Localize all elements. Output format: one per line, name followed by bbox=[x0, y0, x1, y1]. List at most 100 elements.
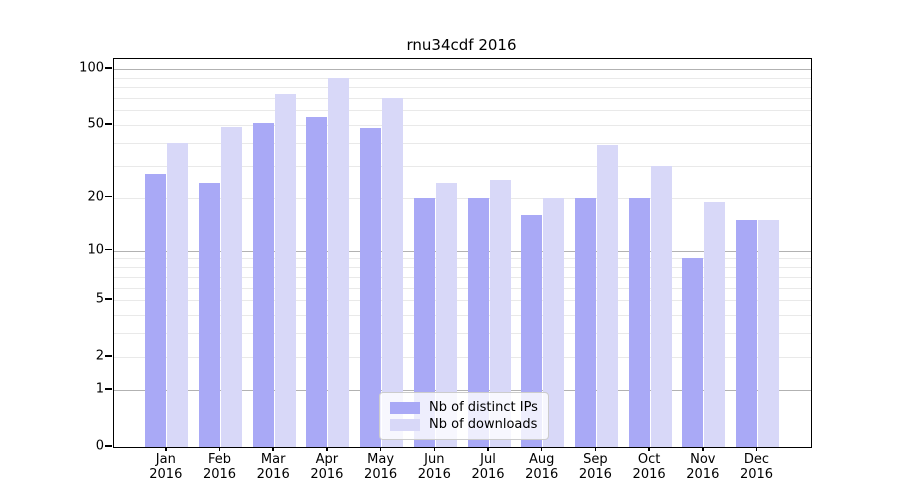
gridline-minor bbox=[114, 87, 811, 89]
y-tick-mark bbox=[105, 195, 112, 198]
x-tick-year: 2016 bbox=[417, 467, 451, 482]
y-tick-label: 20 bbox=[87, 189, 104, 205]
legend-item-downloads: Nb of downloads bbox=[390, 416, 538, 433]
x-tick-mark bbox=[540, 447, 543, 451]
gridline-minor bbox=[114, 300, 811, 302]
legend-swatch-distinct-ips bbox=[390, 401, 420, 414]
gridline-minor bbox=[114, 97, 811, 99]
x-tick-year: 2016 bbox=[578, 467, 612, 482]
y-tick-label: 2 bbox=[95, 348, 104, 364]
gridline-minor bbox=[114, 110, 811, 112]
x-tick-label: Mar 2016 bbox=[243, 452, 303, 482]
gridline-major bbox=[114, 390, 811, 392]
x-tick-label: Jun 2016 bbox=[404, 452, 464, 482]
bar-distinct-ips-jan bbox=[145, 174, 167, 447]
chart-title: rnu34cdf 2016 bbox=[406, 36, 517, 54]
x-tick-year: 2016 bbox=[686, 467, 720, 482]
x-tick-mark bbox=[379, 447, 382, 451]
bar-distinct-ips-dec bbox=[736, 219, 757, 447]
y-tick-mark bbox=[105, 388, 112, 390]
x-tick-month: Feb bbox=[207, 452, 232, 467]
x-tick-label: Nov 2016 bbox=[673, 452, 733, 482]
legend-label-downloads: Nb of downloads bbox=[429, 417, 538, 432]
x-tick-label: Jul 2016 bbox=[458, 452, 518, 482]
x-tick-month: Jun bbox=[424, 452, 445, 467]
x-tick-month: Apr bbox=[315, 452, 339, 467]
gridline-minor bbox=[114, 357, 811, 359]
bar-downloads-apr bbox=[328, 78, 350, 447]
x-tick-mark bbox=[165, 447, 167, 451]
gridline-major bbox=[114, 69, 811, 70]
x-tick-mark bbox=[272, 447, 274, 451]
bar-downloads-jul bbox=[489, 180, 511, 447]
x-tick-year: 2016 bbox=[256, 467, 290, 482]
bar-distinct-ips-nov bbox=[682, 258, 704, 447]
x-tick-month: Jul bbox=[480, 452, 496, 467]
x-tick-month: Mar bbox=[260, 452, 286, 467]
gridline-minor bbox=[114, 333, 811, 335]
legend: Nb of distinct IPs Nb of downloads bbox=[379, 392, 549, 440]
x-tick-year: 2016 bbox=[364, 467, 398, 482]
y-tick-mark bbox=[105, 67, 112, 69]
bar-distinct-ips-jun bbox=[413, 197, 435, 447]
x-tick-year: 2016 bbox=[310, 467, 344, 482]
x-tick-month: Aug bbox=[528, 452, 555, 467]
bar-distinct-ips-may bbox=[360, 128, 382, 447]
y-tick-label: 5 bbox=[95, 291, 104, 307]
bar-downloads-aug bbox=[543, 197, 565, 447]
bar-downloads-nov bbox=[704, 201, 726, 447]
x-tick-month: Oct bbox=[637, 452, 661, 467]
y-tick-label: 10 bbox=[87, 242, 104, 258]
bar-distinct-ips-mar bbox=[252, 123, 274, 447]
legend-item-distinct-ips: Nb of distinct IPs bbox=[390, 399, 538, 416]
x-tick-mark bbox=[594, 447, 597, 451]
x-tick-year: 2016 bbox=[471, 467, 505, 482]
plot-area bbox=[113, 58, 812, 448]
gridline-minor bbox=[114, 276, 811, 278]
bar-distinct-ips-feb bbox=[199, 183, 220, 447]
gridline-minor bbox=[114, 287, 811, 289]
x-tick-month: Nov bbox=[690, 452, 716, 467]
x-tick-label: Jan 2016 bbox=[136, 452, 196, 482]
bar-distinct-ips-jul bbox=[467, 197, 489, 447]
gridline-minor bbox=[114, 165, 811, 167]
x-tick-year: 2016 bbox=[202, 467, 237, 482]
x-tick-month: May bbox=[367, 452, 395, 467]
x-tick-month: Jan bbox=[155, 452, 176, 467]
x-tick-year: 2016 bbox=[525, 467, 559, 482]
x-tick-label: Feb 2016 bbox=[190, 452, 250, 482]
x-tick-mark bbox=[433, 447, 436, 451]
gridline-minor bbox=[114, 197, 811, 199]
bar-distinct-ips-apr bbox=[306, 117, 328, 447]
x-tick-mark bbox=[648, 447, 650, 451]
x-tick-label: Dec 2016 bbox=[727, 452, 787, 482]
x-tick-year: 2016 bbox=[632, 467, 666, 482]
bar-downloads-sep bbox=[596, 144, 618, 447]
bar-downloads-oct bbox=[650, 165, 672, 447]
y-tick-mark bbox=[105, 445, 112, 447]
y-tick-mark bbox=[105, 355, 112, 357]
gridline-minor bbox=[114, 258, 811, 260]
gridline-minor bbox=[114, 267, 811, 269]
bar-downloads-mar bbox=[274, 94, 296, 447]
y-tick-label: 0 bbox=[95, 438, 104, 454]
gridline-minor bbox=[114, 77, 811, 79]
x-tick-label: Oct 2016 bbox=[619, 452, 679, 482]
x-tick-label: May 2016 bbox=[351, 452, 411, 482]
bar-downloads-may bbox=[382, 97, 404, 447]
x-tick-month: Dec bbox=[743, 452, 770, 467]
x-tick-mark bbox=[326, 447, 328, 451]
y-tick-label: 50 bbox=[87, 116, 104, 132]
bar-distinct-ips-sep bbox=[574, 197, 596, 447]
bar-downloads-jan bbox=[167, 142, 189, 447]
x-tick-month: Sep bbox=[583, 452, 608, 467]
bar-downloads-jun bbox=[435, 183, 457, 447]
gridline-minor bbox=[114, 142, 811, 144]
x-tick-mark bbox=[487, 447, 489, 451]
y-tick-mark bbox=[105, 298, 112, 300]
x-tick-label: Aug 2016 bbox=[512, 452, 572, 482]
y-tick-mark bbox=[105, 248, 112, 251]
bar-downloads-dec bbox=[758, 219, 779, 447]
x-tick-mark bbox=[218, 447, 221, 451]
